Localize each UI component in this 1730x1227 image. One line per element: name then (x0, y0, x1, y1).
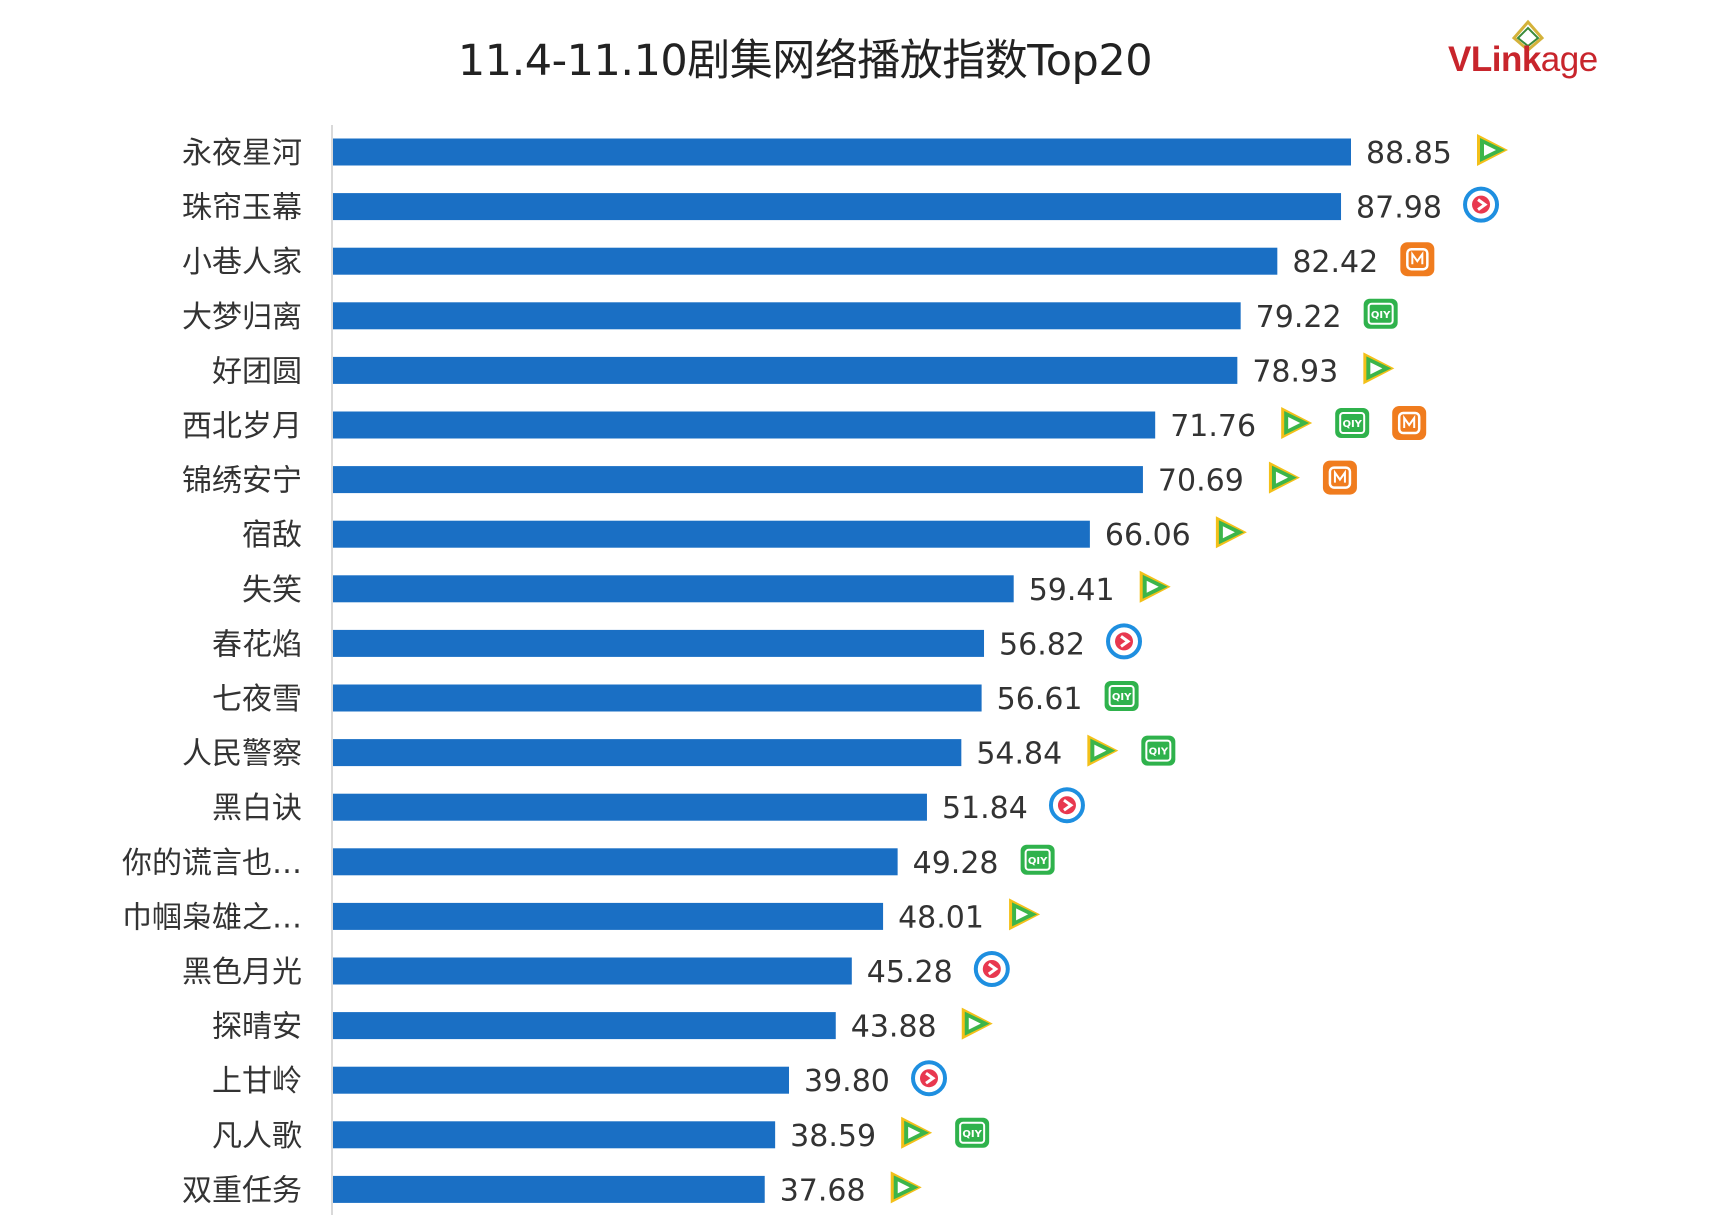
value-label: 38.59 (790, 1119, 876, 1154)
svg-text:QIY: QIY (1112, 692, 1132, 703)
chart-title: 11.4-11.10剧集网络播放指数Top20 (457, 36, 1153, 86)
iqiyi-icon: QIY (1104, 681, 1139, 711)
category-label: 你的谎言也… (122, 846, 302, 881)
category-label: 双重任务 (182, 1173, 302, 1208)
bar (333, 1175, 765, 1203)
iqiyi-icon: QIY (1363, 298, 1398, 329)
category-label: 好团圆 (212, 354, 302, 389)
category-label: 小巷人家 (182, 245, 302, 280)
category-label: 锦绣安宁 (182, 464, 302, 499)
category-label: 上甘岭 (212, 1064, 302, 1099)
category-label: 春花焰 (212, 627, 302, 662)
category-label: 失笑 (242, 573, 302, 608)
value-label: 45.28 (867, 955, 953, 990)
tencent-video-icon (961, 1007, 993, 1040)
logo-text-brand: VLink (1448, 40, 1541, 79)
vlinkage-logo: VLinkage (1448, 18, 1618, 88)
tencent-video-icon (901, 1116, 933, 1149)
value-label: 78.93 (1252, 354, 1338, 389)
svg-text:QIY: QIY (1371, 310, 1391, 321)
bar (333, 302, 1241, 330)
bar (333, 793, 927, 821)
youku-icon (1048, 787, 1085, 824)
bar (333, 247, 1278, 275)
category-label: 珠帘玉幕 (182, 191, 302, 226)
category-label: 黑白诀 (212, 791, 302, 826)
tencent-video-icon (1477, 134, 1508, 166)
category-label: 探晴安 (212, 1010, 302, 1045)
value-label: 39.80 (804, 1064, 890, 1099)
tencent-video-icon (1087, 734, 1119, 767)
bar (333, 356, 1238, 384)
bar (333, 466, 1143, 494)
iqiyi-icon: QIY (955, 1117, 990, 1148)
svg-text:QIY: QIY (1028, 856, 1048, 867)
value-label: 54.84 (976, 737, 1062, 772)
bar (333, 193, 1342, 221)
tencent-video-icon (1009, 898, 1041, 931)
tencent-video-icon (1281, 407, 1313, 439)
youku-icon (1106, 623, 1143, 660)
value-label: 87.98 (1356, 191, 1442, 226)
youku-icon (911, 1060, 948, 1097)
svg-text:QIY: QIY (1149, 747, 1169, 758)
bar (333, 902, 884, 930)
value-label: 88.85 (1366, 136, 1452, 171)
category-label: 巾帼枭雄之… (122, 900, 302, 935)
category-label: 西北岁月 (182, 409, 302, 444)
value-label: 59.41 (1029, 573, 1115, 608)
bar (333, 848, 898, 876)
value-label: 79.22 (1256, 300, 1342, 335)
logo-text: VLinkage (1448, 40, 1598, 80)
bar (333, 684, 982, 712)
iqiyi-icon: QIY (1335, 408, 1370, 438)
value-label: 49.28 (913, 846, 999, 881)
tencent-video-icon (1363, 352, 1395, 385)
bar (333, 575, 1014, 603)
bar (333, 629, 985, 657)
tencent-video-icon (890, 1171, 922, 1204)
tencent-video-icon (1215, 516, 1247, 549)
iqiyi-icon: QIY (1141, 735, 1176, 766)
value-label: 37.68 (780, 1173, 866, 1208)
svg-text:QIY: QIY (962, 1129, 982, 1140)
value-label: 70.69 (1158, 464, 1244, 499)
value-label: 66.06 (1105, 518, 1191, 553)
value-label: 48.01 (898, 900, 984, 935)
bar (333, 1066, 790, 1094)
youku-icon (973, 951, 1010, 987)
value-label: 56.82 (999, 627, 1085, 662)
logo-text-suffix: age (1540, 40, 1598, 79)
category-label: 凡人歌 (212, 1119, 302, 1154)
bar (333, 739, 962, 767)
bar (333, 411, 1156, 439)
tencent-video-icon (1268, 461, 1300, 494)
category-label: 人民警察 (182, 737, 302, 772)
category-label: 黑色月光 (182, 955, 302, 990)
mango-tv-icon (1322, 460, 1357, 495)
value-label: 71.76 (1170, 409, 1256, 444)
value-label: 56.61 (997, 682, 1083, 717)
youku-icon (1463, 186, 1500, 223)
category-label: 大梦归离 (182, 300, 302, 335)
value-label: 51.84 (942, 791, 1028, 826)
tencent-video-icon (1139, 570, 1171, 603)
category-label: 永夜星河 (182, 136, 302, 171)
bar (333, 138, 1351, 166)
mango-tv-icon (1400, 242, 1435, 277)
logo-emblem-icon (1511, 19, 1545, 52)
bar (333, 1012, 836, 1040)
bar (333, 520, 1090, 548)
bar (333, 957, 852, 985)
value-label: 43.88 (851, 1010, 937, 1045)
bar (333, 1121, 776, 1149)
category-label: 七夜雪 (212, 682, 302, 717)
value-label: 82.42 (1292, 245, 1378, 280)
mango-tv-icon (1392, 406, 1427, 440)
category-label: 宿敌 (242, 518, 302, 553)
iqiyi-icon: QIY (1020, 844, 1055, 875)
svg-text:QIY: QIY (1342, 419, 1362, 430)
